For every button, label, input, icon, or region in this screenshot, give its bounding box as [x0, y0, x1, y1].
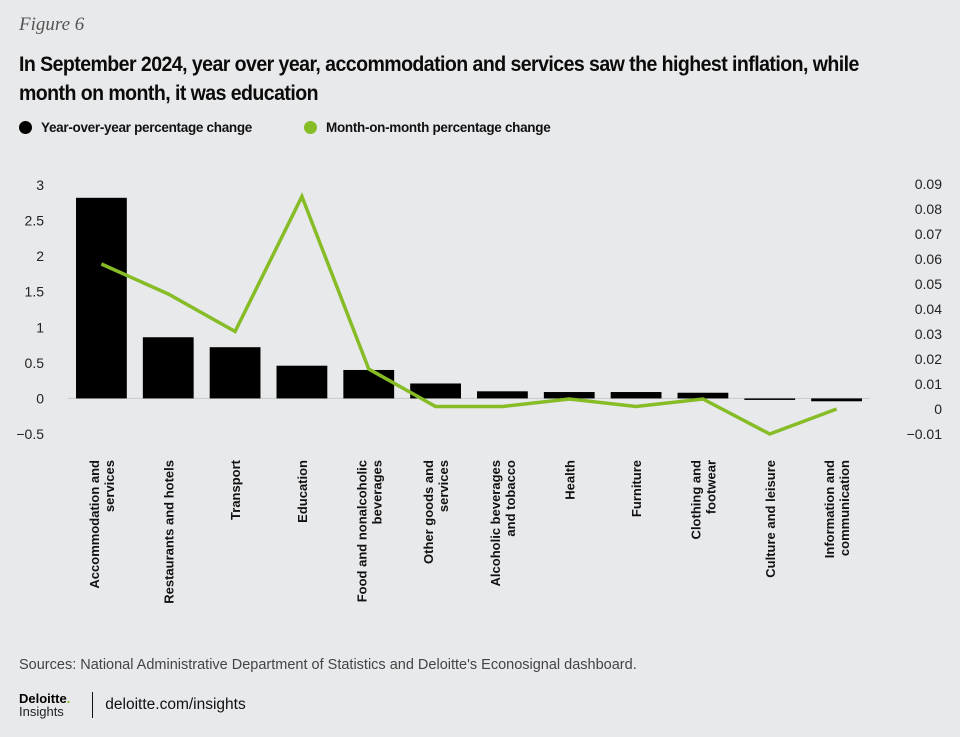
bar-yoy: [477, 391, 528, 399]
category-label-line: communication: [837, 460, 852, 556]
logo-brand: Deloitte: [19, 691, 67, 706]
bar-yoy: [76, 197, 127, 399]
footer-divider: [92, 692, 94, 718]
left-tick-label: −0.5: [16, 426, 44, 442]
logo-dot: .: [66, 691, 71, 706]
bar-yoy: [410, 383, 461, 399]
category-label-line: services: [436, 460, 451, 512]
category-label-line: Health: [562, 460, 577, 500]
category-label-line: services: [102, 460, 117, 512]
right-tick-label: 0.03: [915, 326, 942, 342]
legend: Year-over-year percentage change Month-o…: [19, 120, 602, 135]
right-tick-label: 0.04: [915, 301, 942, 317]
line-series-mom: [100, 192, 838, 436]
category-label-line: Culture and leisure: [763, 460, 778, 578]
category-label: Alcoholic beverages and tobacco: [488, 460, 518, 586]
left-tick-label: 1.5: [25, 284, 45, 300]
bar-series: [76, 197, 862, 402]
legend-dot-black-icon: [19, 121, 32, 134]
category-label-line: Clothing and: [688, 460, 703, 539]
right-tick-label: 0: [934, 401, 942, 417]
category-label-line: Information and: [822, 460, 837, 558]
category-label: Food and nonalcoholic beverages: [354, 460, 384, 602]
category-label-line: Accommodation and: [87, 460, 102, 589]
right-tick-label: 0.09: [915, 176, 942, 192]
legend-item-mom: Month-on-month percentage change: [304, 120, 551, 135]
bar-yoy: [543, 392, 595, 399]
right-tick-label: −0.01: [907, 426, 943, 442]
bar-yoy: [677, 392, 729, 399]
category-label: Education: [295, 460, 310, 523]
right-tick-label: 0.08: [915, 201, 942, 217]
bar-yoy: [343, 369, 395, 399]
right-tick-label: 0.01: [915, 376, 942, 392]
bar-yoy: [610, 392, 662, 399]
left-tick-label: 3: [36, 177, 44, 193]
deloitte-insights-logo: Deloitte. Insights: [19, 692, 70, 718]
figure-label: Figure 6: [19, 14, 85, 35]
left-tick-label: 0.5: [25, 355, 45, 371]
right-axis: 0.09 0.08 0.07 0.06 0.05 0.04 0.03 0.02 0.01 0 −0.…: [907, 176, 943, 442]
bar-yoy: [142, 337, 194, 399]
footer: Deloitte. Insights deloitte.com/insights: [19, 692, 246, 718]
category-label-line: beverages: [369, 460, 384, 524]
category-label: Restaurants and hotels: [161, 460, 176, 604]
legend-label: Year-over-year percentage change: [41, 120, 253, 135]
category-label: Accommodation and services: [87, 460, 117, 589]
category-label-line: Restaurants and hotels: [161, 460, 176, 604]
logo-sub: Insights: [19, 704, 64, 719]
right-tick-label: 0.05: [915, 276, 942, 292]
right-tick-label: 0.07: [915, 226, 942, 242]
category-label-line: Food and nonalcoholic: [354, 460, 369, 602]
left-tick-label: 0: [36, 390, 44, 406]
chart-title: In September 2024, year over year, accom…: [19, 53, 859, 105]
category-label-line: Furniture: [629, 460, 644, 517]
category-label: Other goods and services: [421, 460, 451, 564]
category-label-line: footwear: [703, 460, 718, 514]
category-label: Clothing and footwear: [688, 460, 718, 539]
category-label: Furniture: [629, 460, 644, 517]
category-label-line: Education: [295, 460, 310, 523]
chart-area: 32.521.510.50−0.5 0.090.080.070.060.050.…: [16, 176, 943, 604]
footer-url[interactable]: deloitte.com/insights: [105, 696, 246, 713]
bar-yoy: [811, 398, 862, 402]
left-tick-label: 2: [36, 248, 44, 264]
left-tick-label: 2.5: [25, 213, 45, 229]
legend-dot-green-icon: [304, 121, 318, 134]
category-label-line: Other goods and: [421, 460, 436, 564]
legend-item-yoy: Year-over-year percentage change: [19, 120, 252, 135]
bar-yoy: [209, 347, 261, 399]
bar-yoy: [276, 365, 328, 399]
category-axis: Accommodation and services Restaurants and…: [87, 459, 852, 603]
legend-label: Month-on-month percentage change: [326, 120, 551, 135]
category-label-line: Alcoholic beverages: [488, 460, 503, 586]
category-label: Culture and leisure: [763, 460, 778, 578]
left-axis: 3 2.5 2 1.5 1 0.5 0 −0.5: [16, 177, 44, 442]
right-tick-label: 0.06: [915, 251, 942, 267]
bar-yoy: [744, 398, 796, 400]
category-label-line: and tobacco: [503, 460, 518, 537]
right-tick-label: 0.02: [915, 351, 942, 367]
category-label-line: Transport: [228, 459, 243, 520]
category-label: Health: [562, 460, 577, 500]
category-label: Transport: [228, 459, 243, 520]
category-label: Information and communication: [822, 460, 852, 558]
left-tick-label: 1: [36, 319, 44, 335]
source-note: Sources: National Administrative Departm…: [19, 657, 637, 673]
